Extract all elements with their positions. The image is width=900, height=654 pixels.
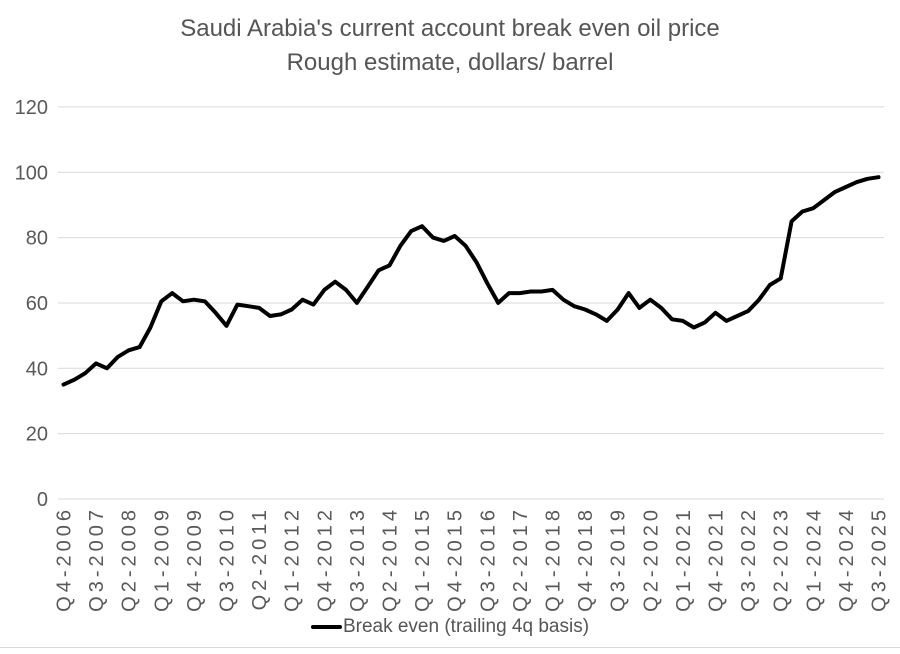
y-tick-label: 60 (26, 293, 48, 315)
x-tick-label: Q1-2024 (803, 506, 825, 612)
x-tick-label: Q2-2011 (249, 506, 271, 610)
x-tick-label: Q1-2021 (673, 506, 695, 612)
x-tick-label: Q2-2020 (640, 506, 662, 612)
y-axis-labels: 0 20 40 60 80 100 120 (15, 97, 48, 511)
x-tick-label: Q1-2015 (412, 506, 434, 612)
x-tick-label: Q4-2021 (706, 506, 728, 612)
x-tick-label: Q2-2014 (380, 506, 402, 612)
x-tick-label: Q4-2015 (445, 506, 467, 612)
break-even-line (61, 175, 881, 387)
x-tick-label: Q2-2017 (510, 506, 532, 612)
x-tick-label: Q3-2016 (477, 506, 499, 612)
gridlines (58, 106, 884, 500)
x-tick-label: Q2-2008 (119, 506, 141, 612)
x-tick-label: Q2-2023 (771, 506, 793, 612)
x-tick-label: Q3-2013 (347, 506, 369, 612)
x-tick-label: Q4-2024 (836, 506, 858, 612)
x-tick-label: Q4-2018 (575, 506, 597, 612)
legend-label: Break even (trailing 4q basis) (342, 616, 590, 637)
x-tick-label: Q3-2022 (738, 506, 760, 612)
x-tick-label: Q1-2012 (282, 506, 304, 612)
x-tick-label: Q3-2025 (869, 506, 891, 612)
legend: Break even (trailing 4q basis) (0, 616, 900, 638)
x-tick-label: Q3-2007 (86, 506, 108, 612)
x-tick-label: Q1-2009 (151, 506, 173, 612)
legend-line-swatch (310, 625, 342, 629)
x-tick-label: Q1-2018 (543, 506, 565, 612)
x-axis-labels: Q4-2006 Q3-2007 Q2-2008 Q1-2009 Q4-2009 Q3-20… (54, 506, 891, 612)
y-tick-label: 0 (37, 489, 48, 511)
x-tick-label: Q3-2019 (608, 506, 630, 612)
chart-title-line2: Rough estimate, dollars/ barrel (286, 49, 614, 76)
x-tick-label: Q3-2010 (217, 506, 239, 612)
y-tick-label: 100 (15, 162, 48, 184)
chart-title: Saudi Arabia's current account break eve… (0, 12, 900, 80)
y-tick-label: 20 (26, 424, 48, 446)
chart-bottom-border (0, 647, 900, 648)
x-tick-label: Q4-2006 (54, 506, 76, 612)
y-tick-label: 120 (15, 97, 48, 119)
y-tick-label: 40 (26, 358, 48, 380)
x-tick-label: Q4-2012 (314, 506, 336, 612)
y-tick-label: 80 (26, 228, 48, 250)
x-tick-label: Q4-2009 (184, 506, 206, 612)
chart-title-line1: Saudi Arabia's current account break eve… (180, 15, 720, 42)
